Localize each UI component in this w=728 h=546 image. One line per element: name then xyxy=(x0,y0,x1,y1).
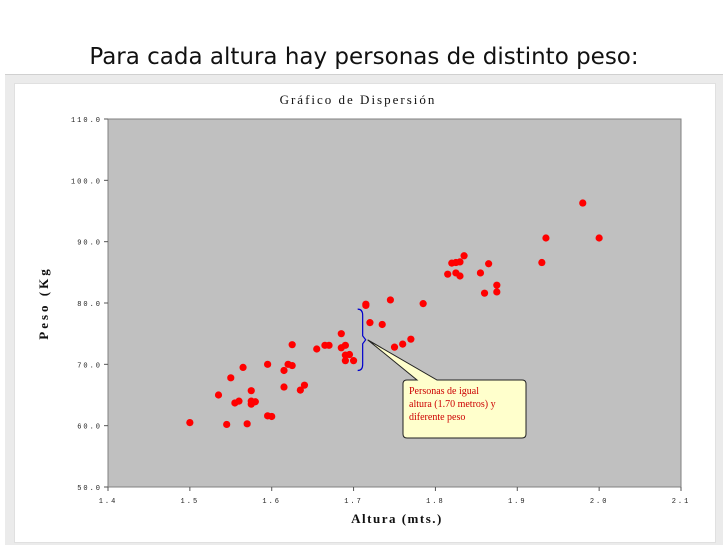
annotation-text: Personas de igual altura (1.70 metros) y d… xyxy=(409,386,496,423)
x-tick-label: 1.8 xyxy=(426,498,445,506)
data-point xyxy=(300,381,309,389)
data-point xyxy=(399,340,407,348)
x-tick-label: 2.0 xyxy=(590,498,609,506)
y-tick-label: 90.0 xyxy=(77,240,102,248)
data-point xyxy=(485,260,493,268)
y-tick-label: 50.0 xyxy=(77,485,102,493)
data-point xyxy=(288,361,296,370)
data-point xyxy=(542,234,550,242)
data-point xyxy=(460,252,468,260)
data-point xyxy=(378,320,386,329)
annotation-text-line: Personas de igual xyxy=(409,386,479,397)
data-point xyxy=(337,330,345,338)
data-point xyxy=(243,420,251,428)
data-point xyxy=(313,345,321,353)
data-point xyxy=(538,258,546,267)
x-tick-label: 1.9 xyxy=(508,498,527,506)
data-point xyxy=(456,272,464,280)
data-point xyxy=(480,289,489,297)
data-point xyxy=(493,288,501,296)
data-point xyxy=(251,398,259,406)
y-tick-label: 60.0 xyxy=(77,424,102,432)
data-point xyxy=(247,387,255,395)
x-tick-label: 1.6 xyxy=(262,498,281,506)
y-tick-label: 70.0 xyxy=(77,362,102,370)
data-point xyxy=(407,335,415,343)
x-tick-label: 1.7 xyxy=(344,498,363,506)
data-point xyxy=(386,296,395,304)
data-point xyxy=(280,383,288,391)
annotation-bracket xyxy=(357,308,367,372)
y-axis-label: Peso (Kg xyxy=(36,266,51,339)
data-point xyxy=(223,420,231,429)
x-tick-label: 1.4 xyxy=(99,498,118,506)
annotation-callout-box xyxy=(367,339,527,439)
plot-area xyxy=(107,118,682,488)
x-axis-label: Altura (mts.) xyxy=(351,511,443,526)
data-point xyxy=(579,199,587,207)
y-tick-label: 80.0 xyxy=(77,301,102,309)
data-point xyxy=(296,386,304,394)
data-point xyxy=(390,343,399,351)
data-point xyxy=(214,391,223,399)
annotation-text-line: diferente peso xyxy=(409,412,465,423)
data-point xyxy=(362,300,370,308)
data-point xyxy=(456,258,464,266)
data-point xyxy=(341,357,349,365)
data-point xyxy=(595,234,603,242)
annotation-text-line: altura (1.70 metros) y xyxy=(409,399,496,410)
axis-ticks: 1.4 1.5 1.6 1.7 1.8 1.9 2.0 2.1 50.0 60.0 70.0 80.0… xyxy=(71,117,691,506)
data-point xyxy=(264,360,272,368)
slide-title: Para cada altura hay personas de distint… xyxy=(89,44,639,70)
data-point xyxy=(280,366,288,375)
data-point xyxy=(366,319,374,327)
data-point xyxy=(419,300,427,308)
chart-title: Gráfico de Dispersión xyxy=(280,92,437,107)
data-point xyxy=(493,281,501,289)
x-tick-label: 1.5 xyxy=(181,498,200,506)
data-point xyxy=(227,374,235,382)
x-tick-label: 2.1 xyxy=(672,498,691,506)
data-points xyxy=(186,199,603,429)
data-point xyxy=(444,270,452,278)
data-point xyxy=(288,341,296,349)
data-point xyxy=(345,350,354,359)
data-point xyxy=(268,412,276,421)
y-tick-label: 110.0 xyxy=(71,117,102,125)
y-tick-label: 100.0 xyxy=(71,178,102,186)
data-point xyxy=(349,357,358,365)
annotation: Personas de igual altura (1.70 metros) y d… xyxy=(357,308,527,439)
data-point xyxy=(235,397,243,405)
data-point xyxy=(186,419,194,427)
data-point xyxy=(239,363,247,371)
data-point xyxy=(341,341,349,349)
data-point xyxy=(325,341,333,349)
data-point xyxy=(476,269,485,277)
